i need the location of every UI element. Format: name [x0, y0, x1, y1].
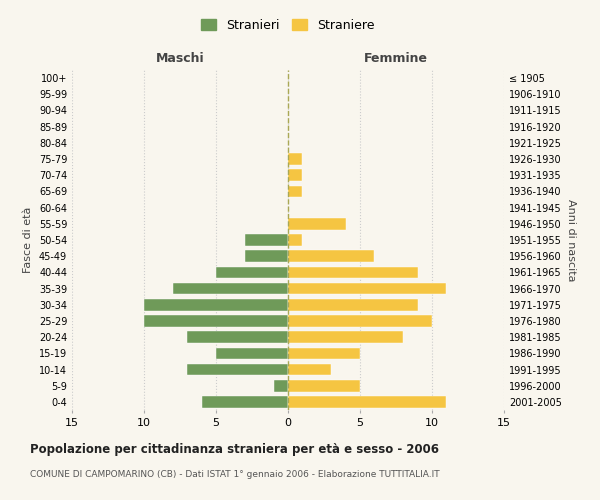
Bar	[173, 282, 288, 294]
Bar	[288, 186, 302, 198]
Text: COMUNE DI CAMPOMARINO (CB) - Dati ISTAT 1° gennaio 2006 - Elaborazione TUTTITALI: COMUNE DI CAMPOMARINO (CB) - Dati ISTAT …	[30, 470, 440, 479]
Bar	[288, 218, 346, 230]
Bar	[202, 396, 288, 407]
Text: Femmine: Femmine	[364, 52, 428, 65]
Bar	[288, 332, 403, 343]
Bar	[274, 380, 288, 392]
Bar	[288, 364, 331, 376]
Bar	[288, 153, 302, 165]
Bar	[288, 250, 374, 262]
Text: Popolazione per cittadinanza straniera per età e sesso - 2006: Popolazione per cittadinanza straniera p…	[30, 442, 439, 456]
Bar	[187, 364, 288, 376]
Legend: Stranieri, Straniere: Stranieri, Straniere	[197, 15, 379, 36]
Bar	[144, 299, 288, 310]
Bar	[288, 348, 360, 359]
Bar	[144, 315, 288, 327]
Bar	[245, 250, 288, 262]
Y-axis label: Anni di nascita: Anni di nascita	[566, 198, 575, 281]
Bar	[288, 315, 432, 327]
Bar	[288, 299, 418, 310]
Bar	[288, 234, 302, 246]
Bar	[216, 266, 288, 278]
Bar	[288, 170, 302, 181]
Bar	[187, 332, 288, 343]
Y-axis label: Fasce di età: Fasce di età	[23, 207, 33, 273]
Bar	[288, 266, 418, 278]
Text: Maschi: Maschi	[155, 52, 205, 65]
Bar	[288, 380, 360, 392]
Bar	[288, 396, 446, 407]
Bar	[216, 348, 288, 359]
Bar	[288, 282, 446, 294]
Bar	[245, 234, 288, 246]
